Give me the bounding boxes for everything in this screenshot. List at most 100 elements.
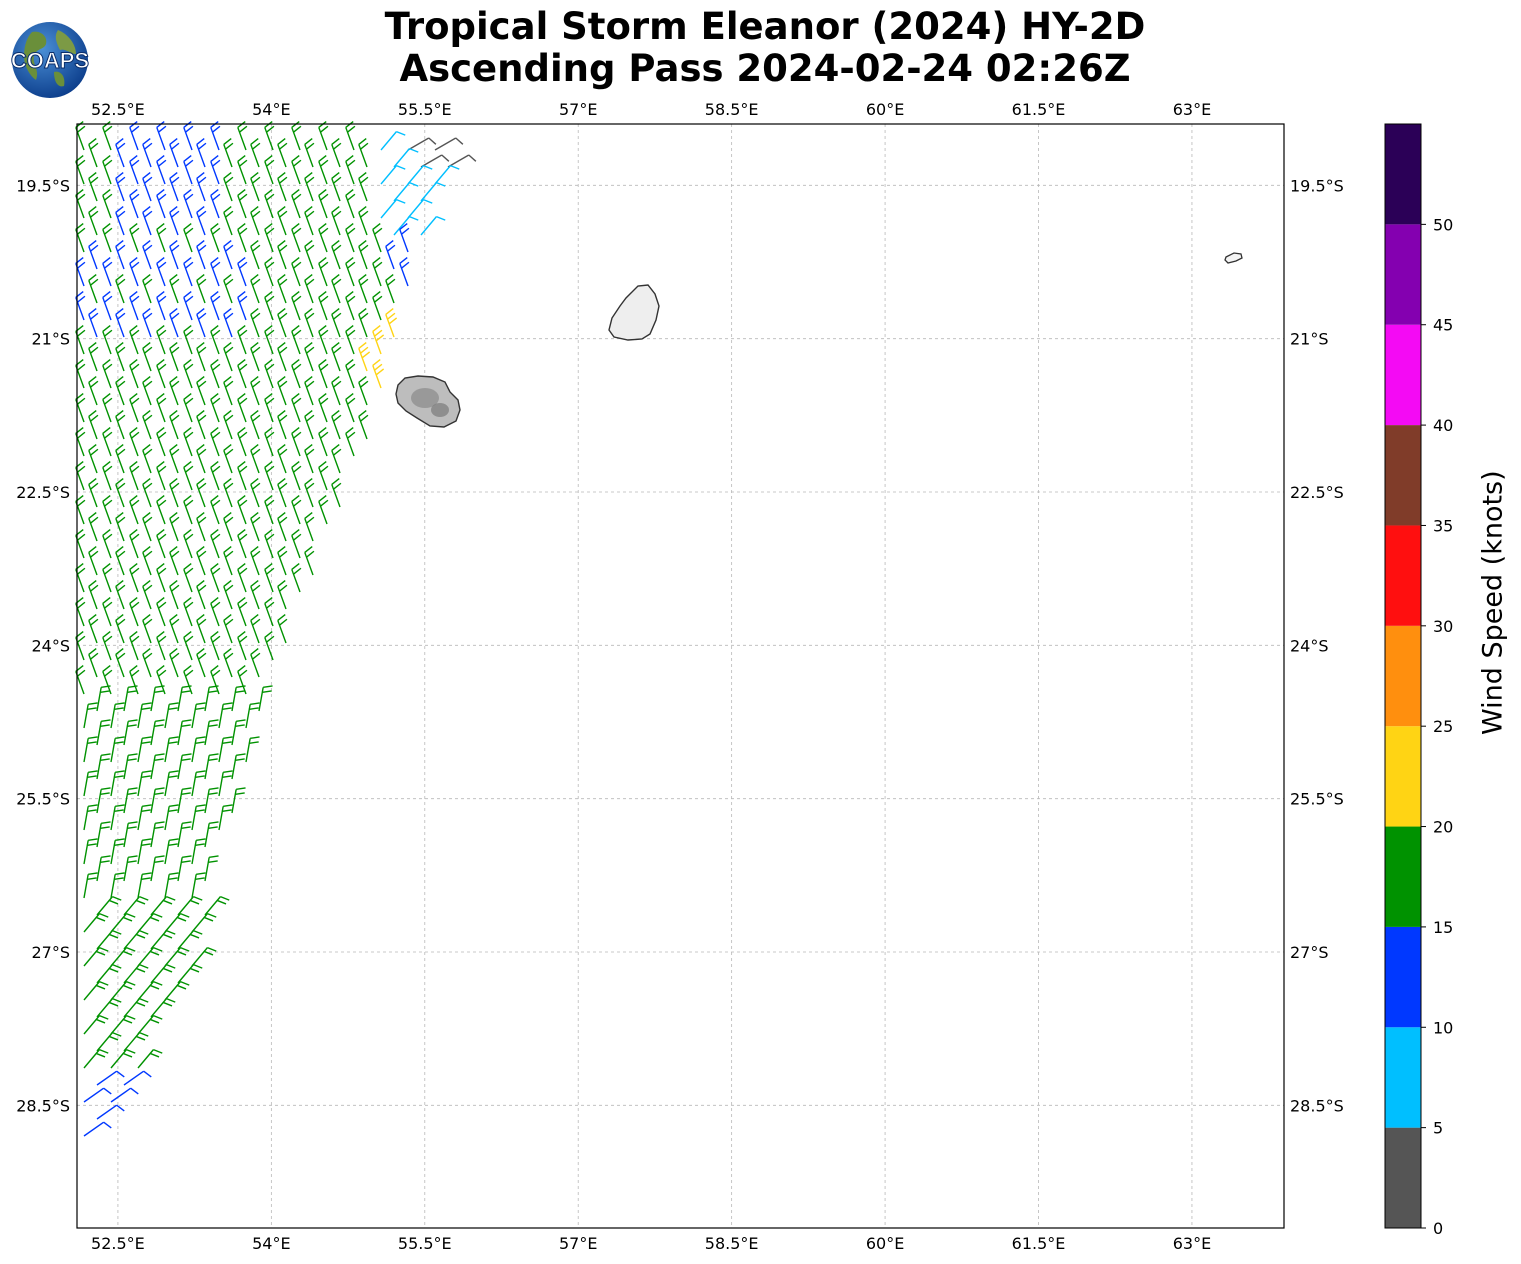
wind-barb — [123, 855, 138, 882]
lon-tick-label-bottom: 57°E — [559, 1234, 597, 1253]
wind-barb — [399, 257, 410, 287]
map-frame — [76, 123, 1285, 1229]
wind-barb — [142, 444, 153, 474]
wind-barb — [264, 495, 275, 525]
wind-barb — [345, 155, 356, 185]
wind-barb — [210, 291, 221, 321]
wind-barb — [237, 189, 248, 219]
wind-barb — [331, 308, 342, 338]
island-mauritius — [608, 284, 660, 341]
wind-barb — [88, 308, 99, 338]
wind-barb — [304, 444, 315, 474]
wind-barb — [150, 753, 165, 780]
wind-barb — [183, 461, 194, 491]
wind-barb — [150, 821, 165, 848]
wind-barb — [169, 240, 180, 270]
wind-barb — [231, 787, 246, 814]
wind-barb — [96, 895, 122, 916]
wind-barb — [237, 291, 248, 321]
wind-barb — [115, 546, 126, 576]
wind-barb — [372, 325, 385, 355]
wind-barb — [210, 461, 221, 491]
wind-barb — [177, 855, 192, 882]
wind-barb — [196, 172, 207, 202]
wind-barb — [304, 308, 315, 338]
wind-barb — [183, 223, 194, 253]
wind-barb — [83, 1048, 109, 1069]
wind-barb — [223, 308, 234, 338]
wind-barb — [183, 665, 194, 695]
wind-barb — [123, 1070, 152, 1086]
wind-barb — [169, 308, 180, 338]
wind-barb — [196, 614, 207, 644]
wind-barb — [164, 736, 179, 763]
lat-tick-label-left: 28.5°S — [16, 1096, 70, 1115]
wind-barb — [358, 240, 369, 270]
wind-barb — [331, 138, 342, 168]
wind-barb — [196, 546, 207, 576]
lat-tick-label-left: 22.5°S — [16, 483, 70, 502]
wind-barb — [191, 804, 206, 831]
wind-barb — [123, 1031, 149, 1052]
wind-barb — [345, 325, 356, 355]
wind-barb — [250, 512, 261, 542]
wind-barb — [210, 359, 221, 389]
wind-barb — [223, 342, 234, 372]
wind-barb — [291, 189, 302, 219]
wind-barb — [277, 512, 288, 542]
wind-barb — [264, 529, 275, 559]
wind-barb — [264, 189, 275, 219]
wind-barb — [137, 804, 152, 831]
wind-barb — [358, 342, 371, 372]
wind-barb — [223, 376, 234, 406]
wind-barb — [250, 206, 261, 236]
wind-barb — [142, 172, 153, 202]
wind-barb — [318, 189, 329, 219]
wind-barb — [96, 929, 122, 950]
wind-barb — [115, 376, 126, 406]
lon-tick-label-top: 52.5°E — [91, 100, 145, 119]
wind-barb — [88, 546, 99, 576]
wind-barb — [156, 359, 167, 389]
wind-barb — [129, 223, 140, 253]
wind-barb — [83, 872, 98, 899]
wind-barb — [115, 172, 126, 202]
wind-barb — [204, 787, 219, 814]
wind-barb — [169, 410, 180, 440]
wind-barb — [156, 189, 167, 219]
wind-barb — [123, 787, 138, 814]
wind-barb — [142, 478, 153, 508]
wind-barb — [142, 410, 153, 440]
wind-barb — [115, 648, 126, 678]
wind-barb — [196, 342, 207, 372]
wind-barb — [115, 410, 126, 440]
wind-barb — [169, 478, 180, 508]
wind-barb — [245, 702, 260, 729]
wind-barb — [210, 597, 221, 627]
wind-barb — [304, 240, 315, 270]
wind-barb — [393, 181, 419, 202]
wind-barb — [115, 240, 126, 270]
wind-barb — [358, 410, 369, 440]
wind-barb — [345, 223, 356, 253]
wind-barb — [129, 325, 140, 355]
wind-barb — [123, 997, 149, 1018]
wind-barb — [258, 685, 273, 712]
wind-barb — [164, 804, 179, 831]
wind-barb — [102, 461, 113, 491]
wind-barb — [223, 206, 234, 236]
wind-barb — [177, 719, 192, 746]
lon-tick-label-bottom: 52.5°E — [91, 1234, 145, 1253]
wind-barb — [96, 963, 122, 984]
wind-barb — [129, 189, 140, 219]
wind-barb — [250, 274, 261, 304]
wind-barb — [110, 838, 125, 865]
wind-barb — [169, 444, 180, 474]
wind-barb — [277, 376, 288, 406]
wind-barb — [177, 787, 192, 814]
wind-barb — [250, 410, 261, 440]
wind-barb — [210, 529, 221, 559]
wind-barb — [264, 291, 275, 321]
lat-tick-label-right: 21°S — [1290, 330, 1329, 349]
wind-barb — [88, 410, 99, 440]
